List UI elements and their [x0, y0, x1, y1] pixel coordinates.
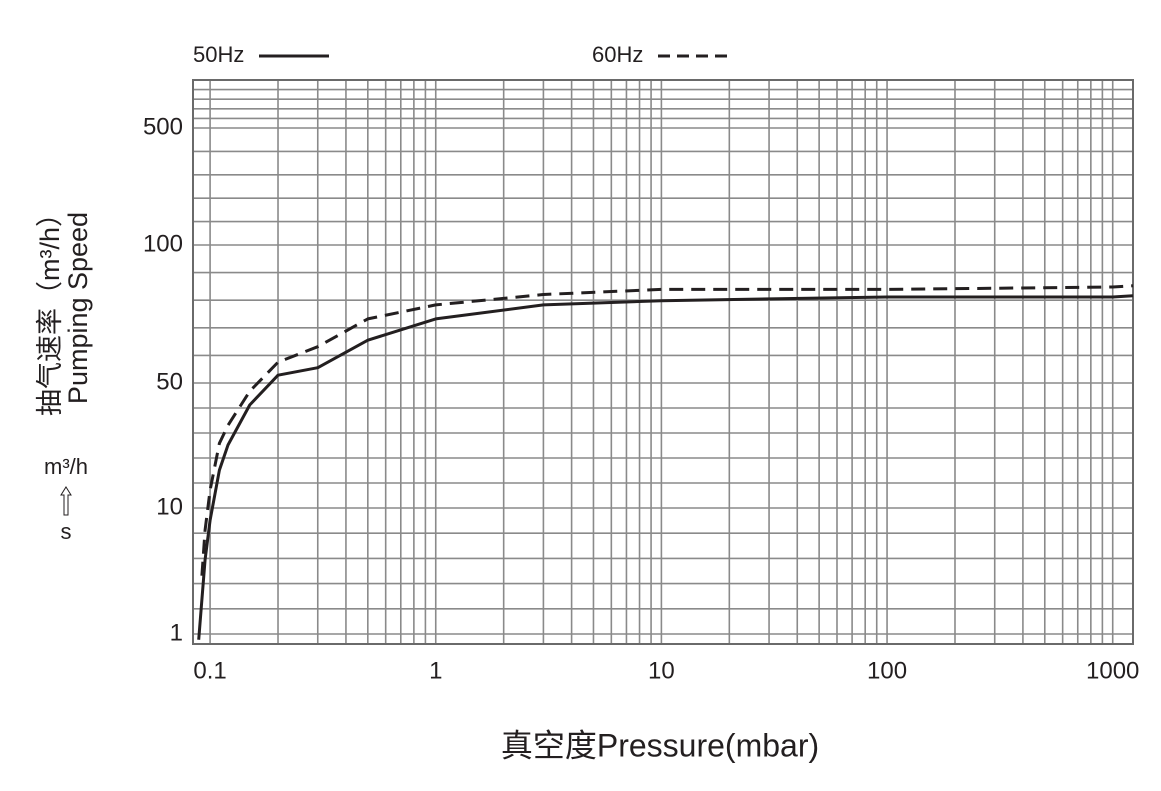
series-line [197, 294, 1134, 640]
grid [193, 80, 1133, 644]
y-tick-label: 1 [170, 619, 183, 646]
y-tick-label: 50 [156, 368, 183, 395]
unit-annotation: s [61, 519, 72, 544]
y-axis-label: 抽气速率（m³/h） [35, 200, 65, 416]
legend-label: 50Hz [193, 42, 244, 67]
plot-frame [192, 79, 1134, 645]
y-tick-label: 500 [143, 113, 183, 140]
x-tick-label: 1 [429, 657, 442, 684]
unit-annotation: m³/h [44, 454, 88, 479]
x-tick-label: 100 [867, 657, 907, 684]
x-tick-label: 1000 [1086, 657, 1139, 684]
x-tick-label: 0.1 [193, 657, 226, 684]
legend-label: 60Hz [592, 42, 643, 67]
y-tick-label: 100 [143, 230, 183, 257]
y-axis-label: Pumping Speed [63, 212, 93, 404]
unit-arrow [60, 486, 72, 516]
x-axis-label: 真空度Pressure(mbar) [501, 727, 819, 763]
y-tick-label: 10 [156, 493, 183, 520]
x-tick-label: 10 [648, 657, 675, 684]
series-line [200, 284, 1134, 576]
